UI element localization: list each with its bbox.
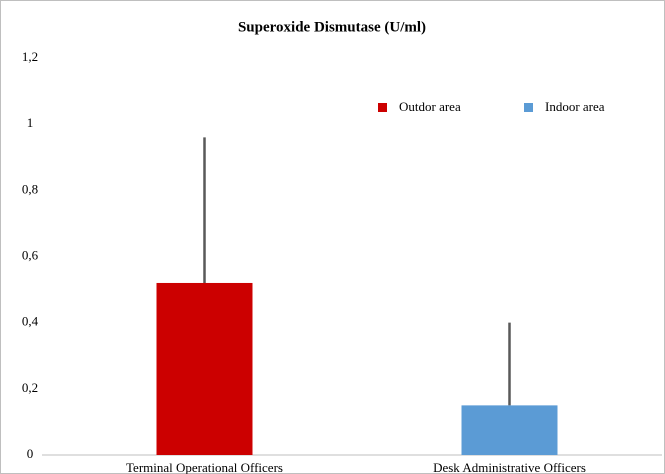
legend-label: Outdor area (399, 99, 461, 114)
x-tick-label: Terminal Operational Officers (126, 460, 283, 474)
bar (156, 282, 253, 455)
y-tick-label: 0,4 (22, 314, 39, 329)
y-tick-label: 0,2 (22, 380, 38, 395)
y-tick-label: 1 (27, 115, 34, 130)
y-tick-label: 0,6 (22, 247, 39, 262)
y-tick-label: 0 (27, 446, 34, 461)
legend-label: Indoor area (545, 99, 605, 114)
y-tick-label: 1,2 (22, 49, 38, 64)
legend-swatch (524, 103, 533, 112)
x-tick-label: Desk Administrative Officers (433, 460, 586, 474)
bar (461, 405, 558, 455)
legend-swatch (378, 103, 387, 112)
y-tick-label: 0,8 (22, 181, 38, 196)
chart-title: Superoxide Dismutase (U/ml) (238, 19, 426, 35)
